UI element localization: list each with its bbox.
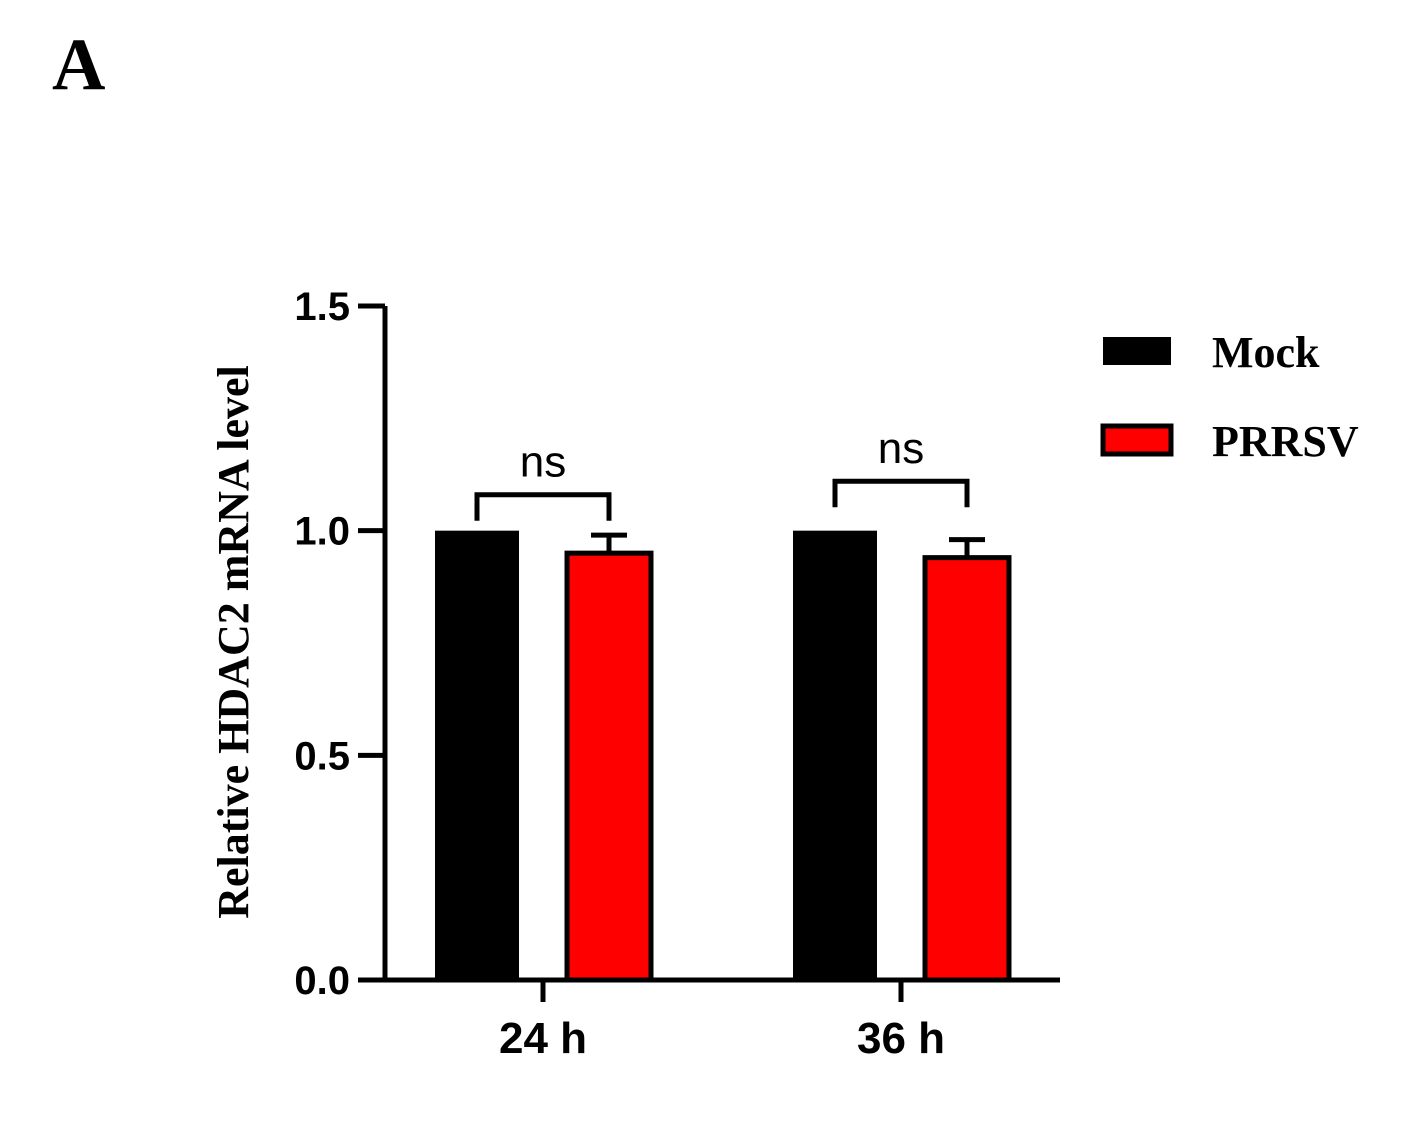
- legend-swatch-prrsv: [1100, 423, 1174, 457]
- y-tick-label-0: 0.0: [294, 959, 350, 1003]
- y-axis-title: Relative HDAC2 mRNA level: [209, 365, 258, 919]
- legend: Mock PRRSV: [1100, 328, 1359, 466]
- legend-swatch-mock: [1103, 337, 1171, 365]
- significance-label-1: ns: [520, 438, 566, 487]
- x-tick-label-0: 24 h: [499, 1014, 587, 1063]
- y-tick-label-1: 0.5: [294, 734, 350, 778]
- bar-mock-24h: [435, 530, 519, 980]
- significance-bracket-1: [474, 492, 612, 521]
- significance-bracket-2: [832, 478, 970, 508]
- bar-prrsv-24h: [564, 550, 654, 983]
- y-tick-label-3: 1.5: [294, 285, 350, 329]
- bar-mock-36h: [793, 530, 877, 980]
- x-tick-label-1: 36 h: [857, 1014, 945, 1063]
- panel-label: A: [52, 24, 106, 106]
- significance-label-2: ns: [878, 424, 924, 473]
- y-tick-label-2: 1.0: [294, 510, 350, 554]
- legend-label-prrsv: PRRSV: [1212, 417, 1359, 466]
- legend-label-mock: Mock: [1212, 328, 1320, 377]
- bar-prrsv-36h: [922, 555, 1012, 983]
